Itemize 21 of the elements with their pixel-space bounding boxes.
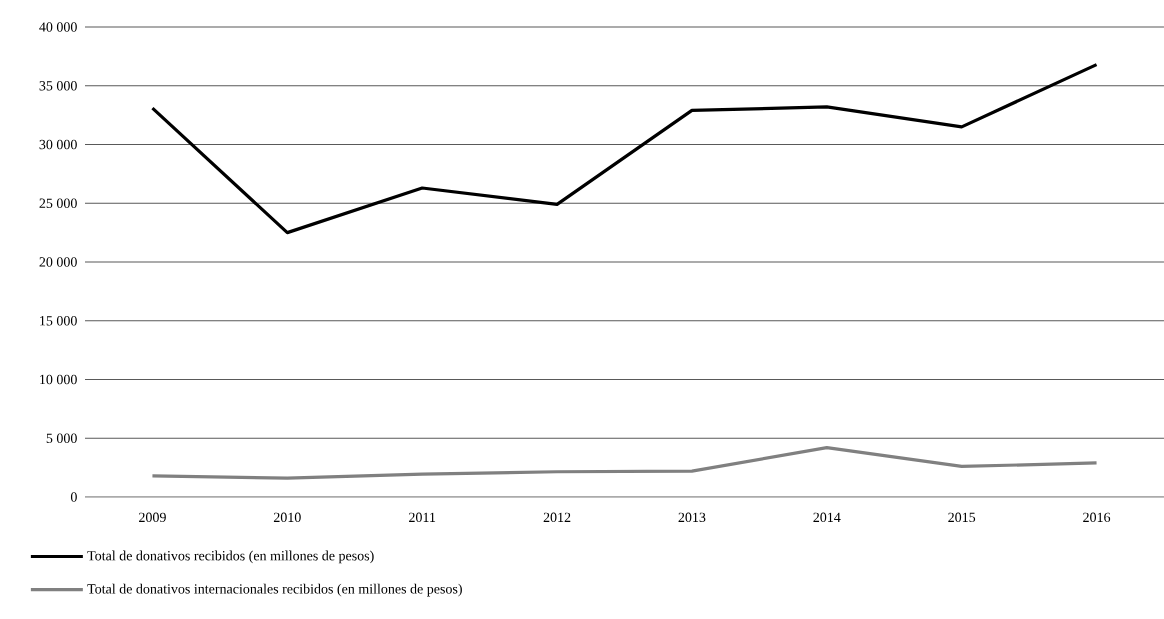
y-tick-label: 0 bbox=[70, 492, 77, 502]
x-tick-label: 2010 bbox=[273, 512, 301, 523]
x-tick-label: 2015 bbox=[948, 512, 976, 523]
y-tick-label: 5 000 bbox=[46, 433, 77, 443]
y-tick-label: 35 000 bbox=[39, 81, 77, 91]
x-tick-label: 2009 bbox=[139, 512, 166, 523]
x-tick-label: 2012 bbox=[543, 512, 571, 523]
y-tick-label: 20 000 bbox=[39, 257, 77, 267]
y-tick-label: 30 000 bbox=[39, 139, 77, 150]
line-series bbox=[150, 63, 1099, 235]
legend-label: Total de donativos recibidos (en millones de pesos) bbox=[87, 550, 374, 564]
x-tick-label: 2011 bbox=[409, 512, 436, 523]
legend-label: Total de donativos internacionales recibidos (en millones de pesos) bbox=[87, 583, 462, 597]
y-tick-label: 15 000 bbox=[40, 316, 77, 326]
y-tick-label: 40 000 bbox=[39, 22, 77, 32]
x-tick-label: 2014 bbox=[813, 512, 841, 523]
x-tick-label: 2013 bbox=[678, 512, 706, 523]
line-series bbox=[150, 446, 1099, 480]
y-tick-label: 25 000 bbox=[39, 198, 77, 208]
x-tick-label: 2016 bbox=[1083, 512, 1111, 523]
y-tick-label: 10 000 bbox=[40, 374, 77, 385]
